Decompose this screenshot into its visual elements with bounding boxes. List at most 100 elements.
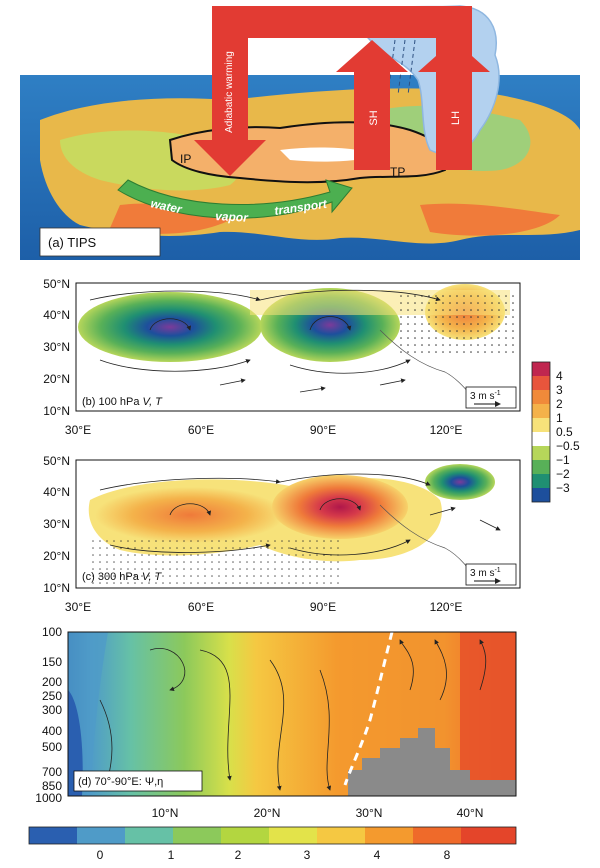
colorbar-bc-swatch (532, 404, 550, 418)
label-sh: SH (368, 110, 380, 125)
transport-word-1: water (149, 196, 184, 216)
colorbar-d-swatch (125, 827, 173, 844)
colorbar-bc-label: −2 (556, 467, 570, 481)
panel-d-y-ticks: 100 150 200 250 300 400 500 700 850 1000 (35, 625, 62, 805)
colorbar-bc-swatch (532, 460, 550, 474)
colorbar-bc-label: 2 (556, 397, 563, 411)
colorbar-d-swatch (221, 827, 269, 844)
colorbar-d: 0 1 2 3 4 8 (28, 826, 517, 862)
panel-d-terrain (348, 728, 516, 796)
panel-d-xtick: 30°N (356, 806, 383, 820)
panel-c-xtick: 90°E (310, 600, 336, 614)
panel-a-land-orange (110, 203, 230, 234)
rain-line (397, 39, 406, 96)
colorbar-d-swatch (365, 827, 413, 844)
label-lh: LH (450, 111, 462, 125)
colorbar-d-label: 4 (374, 848, 381, 862)
colorbar-bc-swatch (532, 432, 550, 446)
panel-d-ytick: 500 (42, 740, 62, 754)
panel-d-caption: (d) 70°-90°E: Ψ,η (78, 776, 163, 788)
colorbar-d-swatch (77, 827, 125, 844)
panel-c-ytick: 50°N (43, 454, 70, 468)
colorbar-d-swatch (461, 827, 516, 844)
panel-a-land-orange-2 (420, 203, 560, 236)
panel-b-ytick: 50°N (43, 277, 70, 291)
colorbar-bc-labels: 4 3 2 1 0.5 −0.5 −1 −2 −3 (556, 369, 580, 495)
colorbar-d-swatch (29, 827, 77, 844)
panel-b-stipple (400, 290, 515, 355)
panel-c-ytick: 10°N (43, 581, 70, 595)
panel-d-ytick: 700 (42, 765, 62, 779)
panel-d-ytick: 400 (42, 724, 62, 738)
colorbar-d-labels: 0 1 2 3 4 8 (97, 848, 451, 862)
panel-c-xtick: 30°E (65, 600, 91, 614)
panel-b-vector-scale: 3 m s-1 (470, 390, 501, 402)
panel-c-ytick: 40°N (43, 485, 70, 499)
rain-line (387, 39, 396, 96)
colorbar-bc-swatch (532, 488, 550, 502)
colorbar-d-label: 1 (168, 848, 175, 862)
panel-d: (d) 70°-90°E: Ψ,η 100 150 200 250 300 40… (35, 625, 517, 820)
panel-b-xtick: 90°E (310, 423, 336, 437)
panel-a-caption: (a) TIPS (48, 235, 96, 250)
colorbar-d-swatch (173, 827, 221, 844)
colorbar-bc-swatch (532, 418, 550, 432)
panel-b-cold-cell-west (78, 292, 262, 362)
colorbar-bc-label: −1 (556, 453, 570, 467)
panel-c-vectors (99, 473, 501, 556)
panel-d-dashed-line (343, 631, 394, 786)
adiabatic-warming-arrow (194, 6, 266, 176)
colorbar-bc-label: −3 (556, 481, 570, 495)
panel-c-vector-scale: 3 m s-1 (470, 567, 501, 579)
panel-b-y-ticks: 50°N 40°N 30°N 20°N 10°N (43, 277, 70, 418)
panel-d-x-ticks: 10°N 20°N 30°N 40°N (152, 806, 484, 820)
panel-c-ytick: 30°N (43, 517, 70, 531)
panel-c-stipple (90, 535, 340, 585)
panel-b-xtick: 120°E (430, 423, 463, 437)
panel-d-ytick: 100 (42, 625, 62, 639)
panel-b-ytick: 10°N (43, 404, 70, 418)
panel-c-xtick: 60°E (188, 600, 214, 614)
panel-b-x-ticks: 30°E 60°E 90°E 120°E (65, 423, 462, 437)
panel-b: (b) 100 hPa V, T 3 m s-1 50°N 40°N 30°N … (43, 277, 521, 437)
panel-c-warm-cell-west (95, 487, 285, 543)
colorbar-bc-label: −0.5 (556, 439, 580, 453)
panel-a-caption-box (39, 227, 161, 257)
panel-c-warm-cell-east (272, 475, 408, 539)
label-adiabatic-warming: Adiabatic warming (224, 51, 235, 133)
water-vapor-transport-arrow (117, 179, 353, 219)
sh-arrow (336, 40, 408, 170)
panel-b-vectors (89, 289, 441, 393)
panel-c-x-ticks: 30°E 60°E 90°E 120°E (65, 600, 462, 614)
colorbar-bc-swatch (532, 390, 550, 404)
panel-c-caption: (c) 300 hPa V, T (82, 571, 163, 583)
label-ip: IP (180, 152, 191, 166)
colorbar-d-label: 2 (235, 848, 242, 862)
transport-word-2: vapor (215, 209, 250, 225)
panel-d-ytick: 850 (42, 779, 62, 793)
panel-d-ytick: 300 (42, 703, 62, 717)
panel-a: Adiabatic warming SH LH IP TP water vapo… (20, 5, 580, 260)
panel-c-y-ticks: 50°N 40°N 30°N 20°N 10°N (43, 454, 70, 595)
panel-b-caption: (b) 100 hPa V, T (82, 396, 163, 408)
colorbar-d-swatch (317, 827, 365, 844)
colorbar-bc-label: 4 (556, 369, 563, 383)
colorbar-bc-swatch (532, 474, 550, 488)
panel-d-ytick: 1000 (35, 791, 62, 805)
panel-d-xtick: 10°N (152, 806, 179, 820)
panel-b-ytick: 40°N (43, 308, 70, 322)
colorbar-bc-swatch (532, 362, 550, 376)
colorbar-d-swatch (269, 827, 317, 844)
lh-arrow (418, 40, 490, 170)
colorbar-d-label: 0 (97, 848, 104, 862)
panel-d-ytick: 150 (42, 655, 62, 669)
colorbar-bc-label: 1 (556, 411, 563, 425)
label-tp: TP (390, 165, 405, 179)
panel-d-xtick: 40°N (457, 806, 484, 820)
panel-c: (c) 300 hPa V, T 3 m s-1 50°N 40°N 30°N … (43, 454, 521, 614)
colorbar-bc-label: 3 (556, 383, 563, 397)
panel-d-coldest-region (68, 690, 83, 796)
panel-d-xtick: 20°N (254, 806, 281, 820)
panel-b-scale-box (465, 386, 517, 409)
